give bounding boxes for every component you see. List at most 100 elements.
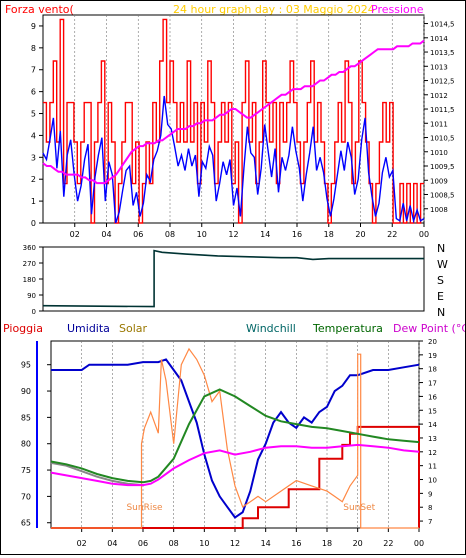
bottom-right-tick-label: 18 [428, 366, 437, 374]
top-right-tick-label: 1009,5 [430, 163, 455, 171]
bottom-right-tick-label: 8 [428, 504, 432, 512]
top-right-tick-label: 1014,5 [430, 21, 455, 29]
top-left-tick-label: 2 [31, 175, 36, 184]
bottom-x-tick-label: 12 [230, 539, 240, 548]
bottom-x-tick-label: 16 [291, 539, 301, 548]
bottom-x-tick-label: 04 [107, 539, 117, 548]
bottom-left-tick-label: 95 [21, 361, 31, 370]
sunset-annotation: SunSet [343, 503, 375, 513]
bottom-x-tick-label: 14 [261, 539, 271, 548]
direction-left-tick-label: 180 [23, 276, 36, 284]
bottom-right-tick-label: 15 [428, 407, 437, 415]
direction-compass-label: W [437, 258, 448, 271]
bottom-x-tick-label: 18 [322, 539, 332, 548]
bottom-x-tick-label: 06 [138, 539, 148, 548]
top-right-tick-label: 1013,5 [430, 49, 455, 57]
legend-pioggia: Pioggia [3, 322, 43, 335]
top-right-tick-label: 1012,5 [430, 78, 455, 86]
bottom-right-tick-label: 16 [428, 393, 437, 401]
solar-line [51, 347, 419, 529]
plot-layer: 02 04 06 08 10 12 14 16 18 20 22 000123456789100810… [21, 14, 455, 548]
bottom-left-tick-label: 70 [21, 492, 31, 501]
top-right-tick-label: 1010,5 [430, 135, 455, 143]
bottom-right-tick-label: 20 [428, 338, 437, 346]
legend-umidita: Umidita [67, 322, 110, 335]
humidity-line [51, 358, 420, 519]
bottom-right-tick-label: 10 [428, 477, 437, 485]
top-right-tick-label: 1011 [430, 120, 448, 128]
bottom-right-tick-label: 13 [428, 435, 437, 443]
direction-compass-label: N [437, 306, 445, 319]
top-left-tick-label: 6 [31, 88, 36, 97]
direction-compass-label: S [437, 274, 444, 287]
windchill-line [50, 461, 144, 487]
dew-point-line [50, 443, 420, 487]
top-x-tick-label: 04 [101, 230, 111, 239]
bottom-x-tick-label: 02 [77, 539, 87, 548]
top-left-tick-label: 1 [31, 197, 36, 206]
top-right-tick-label: 1012 [430, 92, 448, 100]
top-x-tick-label: 14 [260, 230, 270, 239]
wind-gust-line [43, 18, 424, 224]
top-right-tick-label: 1009 [430, 177, 448, 185]
direction-left-tick-label: 270 [23, 260, 36, 268]
top-x-tick-label: 20 [355, 230, 365, 239]
bottom-right-tick-label: 9 [428, 490, 432, 498]
bottom-x-tick-label: 00 [414, 539, 424, 548]
top-x-tick-label: 00 [419, 230, 429, 239]
top-x-tick-label: 06 [133, 230, 143, 239]
top-x-tick-label: 08 [165, 230, 175, 239]
bottom-left-tick-label: 80 [21, 440, 31, 449]
wind-direction-line [42, 249, 424, 308]
top-left-tick-label: 5 [31, 110, 36, 119]
pressure-line [42, 39, 425, 185]
direction-left-tick-label: 90 [27, 292, 36, 300]
bottom-x-tick-label: 08 [169, 539, 179, 548]
top-right-tick-label: 1014 [430, 35, 448, 43]
legend-solar: Solar [119, 322, 148, 335]
top-x-tick-label: 10 [197, 230, 207, 239]
top-x-tick-label: 16 [292, 230, 302, 239]
top-x-tick-label: 18 [324, 230, 334, 239]
bottom-right-tick-label: 7 [428, 518, 432, 526]
bottom-right-tick-label: 14 [428, 421, 437, 429]
chart-title: 24 hour graph day : 03 Maggio 2024 [173, 3, 375, 16]
direction-compass-label: E [437, 290, 444, 303]
direction-compass-label: N [437, 242, 445, 255]
top-x-tick-label: 02 [70, 230, 80, 239]
temperature-line [50, 388, 420, 484]
bottom-right-tick-label: 19 [428, 352, 437, 360]
top-left-tick-label: 0 [31, 219, 36, 228]
legend-temperatura: Temperatura [312, 322, 383, 335]
legend-dew-point: Dew Point (°C) [393, 322, 465, 335]
bottom-right-tick-label: 11 [428, 463, 437, 471]
legend-windchill: Windchill [246, 322, 296, 335]
top-left-tick-label: 8 [31, 44, 36, 53]
bottom-x-tick-label: 10 [199, 539, 209, 548]
top-x-tick-label: 12 [228, 230, 238, 239]
bottom-left-tick-label: 65 [21, 519, 31, 528]
sunrise-annotation: SunRise [126, 503, 163, 513]
direction-left-tick-label: 0 [32, 308, 36, 316]
top-x-tick-label: 22 [387, 230, 397, 239]
bottom-x-tick-label: 22 [383, 539, 393, 548]
top-left-tick-label: 4 [31, 131, 36, 140]
top-right-tick-label: 1010 [430, 149, 448, 157]
top-left-tick-label: 9 [31, 22, 36, 31]
top-right-tick-label: 1011,5 [430, 106, 455, 114]
bottom-left-tick-label: 75 [21, 466, 31, 475]
top-right-tick-label: 1013 [430, 63, 448, 71]
bottom-right-tick-label: 17 [428, 380, 437, 388]
pressure-axis-label: Pressione [371, 3, 424, 16]
wind-speed-line [42, 95, 425, 224]
bottom-left-tick-label: 90 [21, 387, 31, 396]
top-left-tick-label: 3 [31, 153, 36, 162]
top-left-tick-label: 7 [31, 66, 36, 75]
bottom-x-tick-label: 20 [353, 539, 363, 548]
bottom-left-tick-label: 85 [21, 413, 31, 422]
wind-speed-axis-label: Forza vento( [5, 3, 74, 16]
bottom-right-tick-label: 12 [428, 449, 437, 457]
top-right-tick-label: 1008,5 [430, 192, 455, 200]
